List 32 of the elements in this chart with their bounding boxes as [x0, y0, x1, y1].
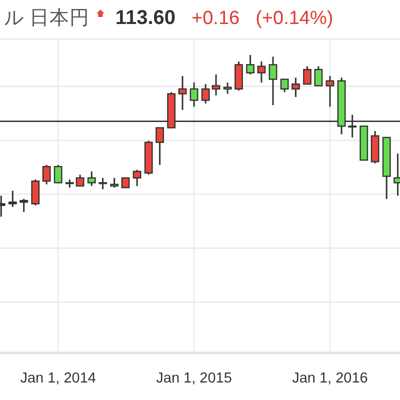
x-tick-label: Jan 1, 2015: [156, 370, 232, 386]
candlestick: [303, 66, 312, 85]
candlestick: [54, 164, 62, 184]
candlestick: [20, 198, 28, 213]
candlestick: [87, 170, 96, 187]
candlestick: [268, 56, 278, 106]
candlestick: [156, 127, 164, 166]
candlestick: [190, 82, 198, 108]
candlestick: [246, 54, 254, 76]
candlestick: [98, 177, 107, 190]
text: (+0.14%): [256, 8, 334, 29]
x-tick-label: Jan 1, 2016: [292, 370, 368, 386]
candlestick: [121, 177, 130, 188]
text: +0.16: [192, 8, 240, 29]
candlestick: [42, 164, 51, 186]
candlestick: [8, 190, 17, 208]
candlestick: [292, 76, 300, 98]
candlestick: [257, 60, 266, 84]
x-tick-label: Jan 1, 2014: [20, 370, 96, 386]
candlestick: [76, 174, 84, 187]
candlestick: [280, 78, 289, 93]
candlestick: [178, 75, 187, 111]
candlestick: [314, 66, 323, 86]
candlestick: [212, 74, 220, 96]
candlestick: [110, 177, 119, 188]
candlestick: [31, 178, 40, 206]
chart-title: ル 日本円: [4, 7, 90, 29]
text: 113.60: [115, 7, 176, 29]
candlestick: [201, 83, 210, 104]
candlestick: [223, 82, 232, 95]
candlestick: [132, 169, 142, 187]
candlestick: [326, 75, 334, 108]
